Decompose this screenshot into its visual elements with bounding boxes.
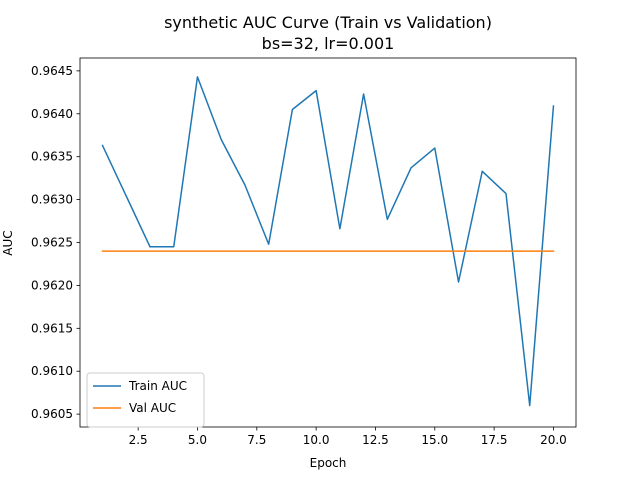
legend-label-1: Val AUC: [129, 401, 176, 415]
x-tick-label: 10.0: [303, 433, 330, 447]
y-tick-label: 0.9640: [31, 107, 73, 121]
x-tick-label: 15.0: [421, 433, 448, 447]
chart-title: synthetic AUC Curve (Train vs Validation…: [164, 13, 492, 32]
legend: Train AUC Val AUC: [86, 372, 205, 428]
y-tick-label: 0.9630: [31, 193, 73, 207]
chart-subtitle: bs=32, lr=0.001: [262, 34, 395, 53]
x-tick-label: 17.5: [481, 433, 508, 447]
legend-label-0: Train AUC: [128, 379, 187, 393]
y-tick-label: 0.9610: [31, 364, 73, 378]
y-tick-label: 0.9645: [31, 64, 73, 78]
x-tick-label: 7.5: [247, 433, 266, 447]
y-tick-label: 0.9620: [31, 278, 73, 292]
x-tick-label: 2.5: [129, 433, 148, 447]
series-line-0: [101, 76, 555, 407]
y-tick-label: 0.9615: [31, 321, 73, 335]
x-tick-label: 5.0: [188, 433, 207, 447]
x-tick-label: 20.0: [540, 433, 567, 447]
y-tick-label: 0.9605: [31, 407, 73, 421]
plot-area: 2.5 5.0 7.5 10.0 12.5 15.0 17.5 20.0 0.9605 0.961…: [31, 57, 577, 447]
x-tick-label: 12.5: [362, 433, 389, 447]
y-axis-label: AUC: [1, 230, 15, 255]
y-tick-label: 0.9625: [31, 236, 73, 250]
x-axis-label: Epoch: [310, 456, 347, 470]
y-tick-label: 0.9635: [31, 150, 73, 164]
